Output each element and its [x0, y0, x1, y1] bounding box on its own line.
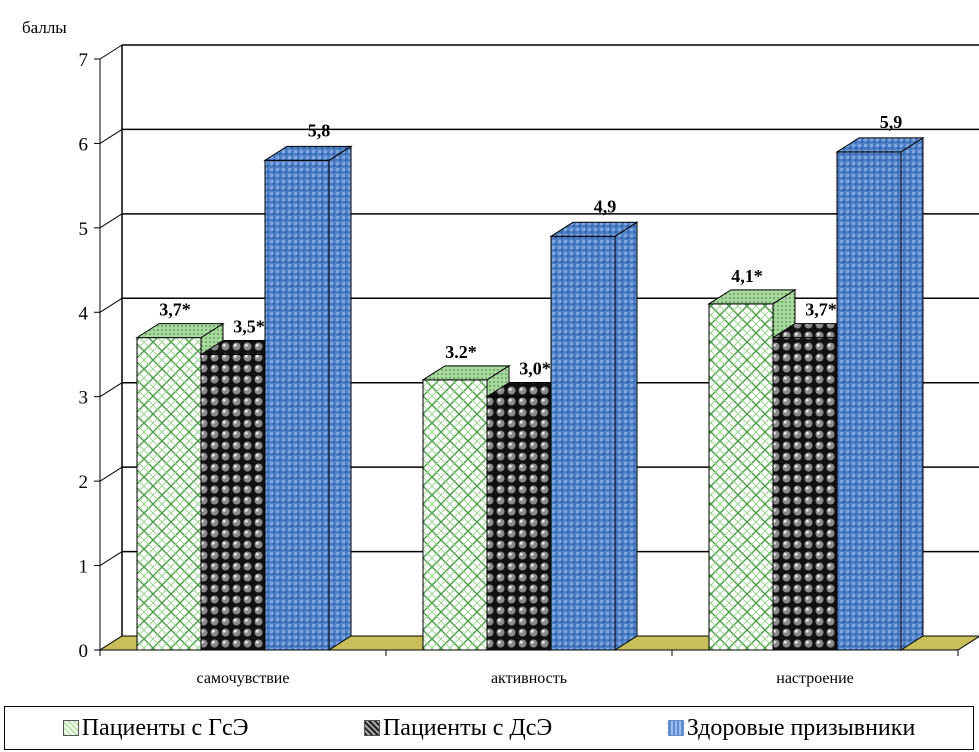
wall-tick-6 — [99, 129, 123, 144]
x-category-2: настроение — [776, 670, 853, 687]
wall-tick-3 — [99, 382, 123, 398]
legend-label-0: Пациенты с ГсЭ — [81, 714, 249, 741]
bar-1-2-top — [549, 221, 639, 237]
bar-1-2 — [549, 221, 639, 651]
bar-1-0-top — [421, 365, 511, 381]
y-tick-label-1: 1 — [79, 557, 89, 578]
bar-1-2-front — [550, 235, 616, 651]
data-label-0-2: 5,8 — [308, 120, 331, 140]
data-label-1-2: 4,9 — [594, 196, 617, 216]
x-axis-tick-marks — [99, 650, 959, 656]
y-tick-label-5: 5 — [79, 219, 89, 240]
y-tick-label-7: 7 — [79, 50, 89, 71]
bar-1-1-front — [486, 396, 552, 651]
legend-label-1: Пациенты с ДсЭ — [382, 714, 553, 741]
y-axis-ticks: 0 1 2 3 4 5 6 7 — [79, 50, 100, 662]
x-category-1: активность — [491, 670, 567, 687]
bars — [135, 136, 925, 651]
legend-swatch-1 — [363, 720, 380, 736]
y-tick-label-2: 2 — [79, 472, 89, 493]
legend: Пациенты с ГсЭ Пациенты с ДсЭ Здоровые п… — [4, 706, 974, 750]
bar-0-2-front — [264, 159, 330, 651]
y-tick-label-6: 6 — [79, 134, 89, 155]
wall-tick-2 — [99, 466, 123, 482]
bar-2-2 — [835, 136, 925, 651]
data-label-0-0: 3,7* — [159, 300, 191, 320]
legend-item-1: Пациенты с ДсЭ — [363, 714, 553, 742]
data-label-1-0: 3.2* — [445, 342, 477, 362]
x-category-0: самочувствие — [197, 670, 290, 687]
wall-tick-4 — [99, 297, 123, 313]
data-label-2-2: 5,9 — [880, 112, 903, 132]
legend-item-0: Пациенты с ГсЭ — [62, 714, 249, 742]
data-label-2-0: 4,1* — [731, 266, 763, 286]
bar-2-0-front — [708, 303, 774, 651]
bar-0-2-top — [263, 145, 353, 161]
bar-0-2-side — [328, 145, 352, 651]
bar-2-2-top — [835, 137, 925, 153]
bar-2-1-front — [772, 337, 838, 651]
bar-1-2-side — [614, 221, 638, 651]
data-label-1-1: 3,0* — [519, 359, 551, 379]
wall-tick-5 — [99, 213, 123, 229]
legend-swatch-2 — [667, 720, 684, 736]
x-axis-categories: самочувствие активность настроение — [197, 670, 854, 687]
data-label-0-1: 3,5* — [233, 317, 265, 337]
bar-2-2-front — [836, 151, 902, 651]
wall-tick-1 — [99, 551, 123, 566]
bar-0-0-top — [135, 323, 225, 339]
wall-tick-7 — [99, 44, 123, 60]
bar-0-0-front — [136, 337, 202, 651]
data-label-2-1: 3,7* — [805, 300, 837, 320]
bar-2-0-top — [707, 289, 797, 305]
legend-item-2: Здоровые призывники — [667, 714, 916, 742]
bar-0-1-front — [200, 354, 266, 651]
y-tick-label-4: 4 — [79, 303, 89, 324]
y-tick-label-3: 3 — [79, 388, 89, 409]
y-tick-label-0: 0 — [79, 641, 89, 662]
bar-2-2-side — [900, 136, 924, 651]
bar-1-0-front — [422, 379, 488, 651]
data-labels: 3,7* 3,5* 5,8 3.2* 3,0* 4,9 4,1* 3,7* 5,9 — [159, 112, 902, 379]
y-axis-label: баллы — [22, 18, 67, 37]
bar-0-2 — [263, 145, 353, 651]
legend-label-2: Здоровые призывники — [686, 714, 916, 741]
legend-swatch-0 — [62, 720, 79, 736]
